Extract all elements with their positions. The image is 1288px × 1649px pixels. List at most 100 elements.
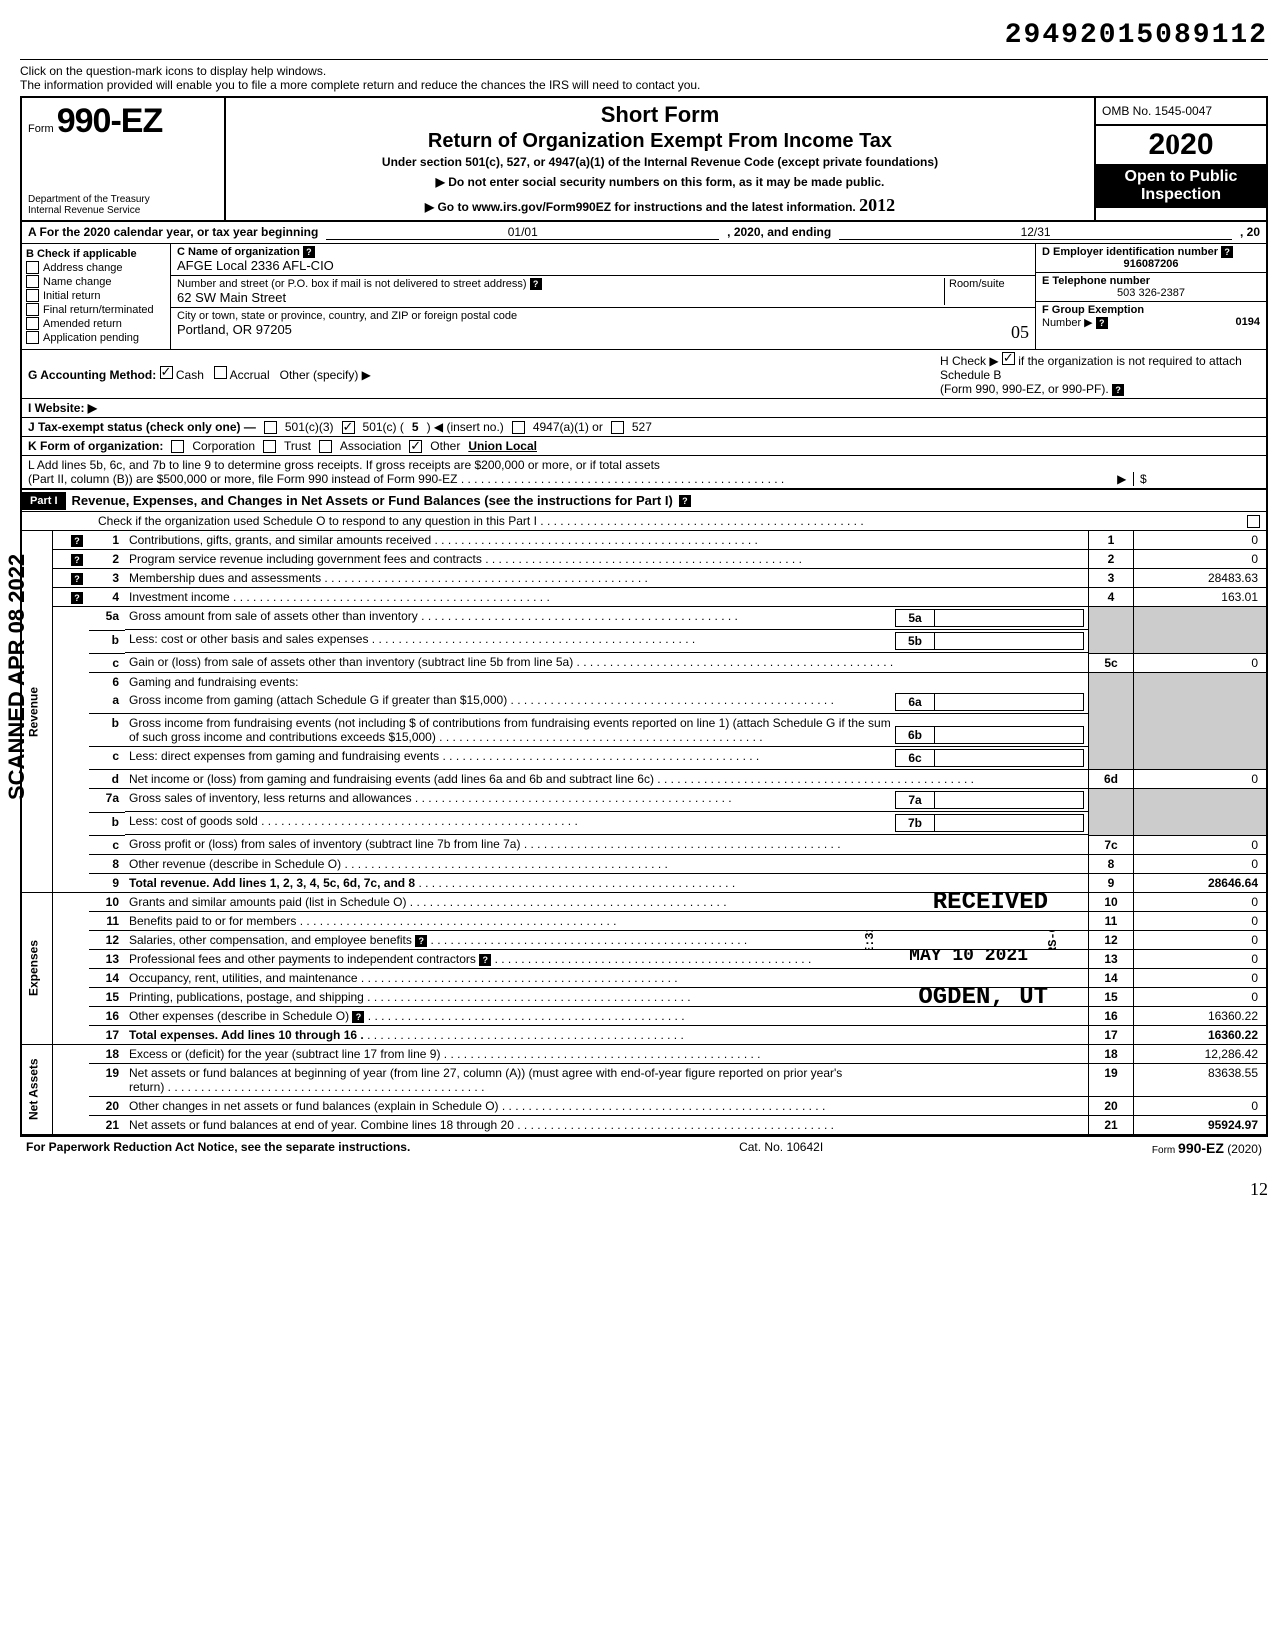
open-public-2: Inspection: [1096, 186, 1266, 204]
received-stamp: RECEIVED: [933, 892, 1048, 911]
return-title: Return of Organization Exempt From Incom…: [234, 130, 1086, 153]
form-prefix: Form: [28, 123, 54, 135]
revenue-label: Revenue: [22, 531, 53, 892]
section-bcdef: B Check if applicable Address change Nam…: [22, 244, 1266, 350]
line-15-amt: 0: [1134, 987, 1267, 1006]
part1-check: Check if the organization used Schedule …: [22, 512, 1266, 531]
line-6d-amt: 0: [1134, 770, 1267, 789]
chk-accrual[interactable]: [214, 366, 227, 379]
help-icon[interactable]: ?: [303, 246, 315, 258]
chk-other[interactable]: [409, 440, 422, 453]
line-3-amt: 28483.63: [1134, 569, 1267, 588]
help-icon[interactable]: ?: [415, 935, 427, 947]
dln-number: 29492015089112: [20, 20, 1268, 51]
help-icon[interactable]: ?: [71, 535, 83, 547]
line-13-amt: 0: [1134, 949, 1267, 968]
form-frame: Form 990-EZ Department of the Treasury I…: [20, 96, 1268, 1137]
handwrite-05: 05: [1011, 322, 1029, 343]
line-14-amt: 0: [1134, 968, 1267, 987]
section-b: B Check if applicable Address change Nam…: [22, 244, 171, 349]
chk-assoc[interactable]: [319, 440, 332, 453]
help-icon[interactable]: ?: [71, 573, 83, 585]
chk-final[interactable]: [26, 303, 39, 316]
chk-527[interactable]: [611, 421, 624, 434]
row-l: L Add lines 5b, 6c, and 7b to line 9 to …: [22, 456, 1266, 490]
line-1-amt: 0: [1134, 531, 1267, 550]
line-7c-amt: 0: [1134, 835, 1267, 854]
line-2-amt: 0: [1134, 550, 1267, 569]
omb-number: OMB No. 1545-0047: [1096, 98, 1266, 126]
chk-pending[interactable]: [26, 331, 39, 344]
line-20-amt: 0: [1134, 1096, 1267, 1115]
line-5c-amt: 0: [1134, 653, 1267, 672]
row-k: K Form of organization: Corporation Trus…: [22, 437, 1266, 456]
chk-trust[interactable]: [263, 440, 276, 453]
arrow-line-1: ▶ Do not enter social security numbers o…: [234, 175, 1086, 189]
help-icon[interactable]: ?: [1112, 384, 1124, 396]
line-9-amt: 28646.64: [1134, 873, 1267, 892]
help-icon[interactable]: ?: [479, 954, 491, 966]
page-number-handwrite: 12: [20, 1179, 1268, 1200]
e328-stamp: E:328: [863, 930, 877, 949]
chk-sched-o[interactable]: [1247, 515, 1260, 528]
chk-corp[interactable]: [171, 440, 184, 453]
netassets-label: Net Assets: [22, 1044, 53, 1134]
irs-osc-stamp: IRS-OSC: [1046, 930, 1060, 949]
org-name: AFGE Local 2336 AFL-CIO: [177, 258, 334, 273]
subtitle: Under section 501(c), 527, or 4947(a)(1)…: [234, 155, 1086, 169]
short-form-title: Short Form: [234, 102, 1086, 128]
line-16-amt: 16360.22: [1134, 1006, 1267, 1025]
chk-4947[interactable]: [512, 421, 525, 434]
line-10-amt: 0: [1134, 892, 1267, 911]
expenses-label: Expenses: [22, 892, 53, 1044]
line-19-amt: 83638.55: [1134, 1063, 1267, 1096]
row-gh: G Accounting Method: Cash Accrual Other …: [22, 350, 1266, 399]
chk-501c3[interactable]: [264, 421, 277, 434]
ein: 916087206: [1042, 258, 1260, 270]
help-icon[interactable]: ?: [679, 495, 691, 507]
city: Portland, OR 97205: [177, 322, 292, 337]
chk-501c[interactable]: [342, 421, 355, 434]
chk-cash[interactable]: [160, 366, 173, 379]
line-18-amt: 12,286.42: [1134, 1044, 1267, 1063]
row-j: J Tax-exempt status (check only one) — 5…: [22, 417, 1266, 437]
line-8-amt: 0: [1134, 854, 1267, 873]
help-icon[interactable]: ?: [71, 554, 83, 566]
section-c: C Name of organization ? AFGE Local 2336…: [171, 244, 1036, 349]
help-icon[interactable]: ?: [530, 278, 542, 290]
chk-amended[interactable]: [26, 317, 39, 330]
arrow-line-2: ▶ Go to www.irs.gov/Form990EZ for instru…: [234, 195, 1086, 216]
form-number: 990-EZ: [57, 102, 163, 140]
lines-table: Revenue ? 1 Contributions, gifts, grants…: [22, 531, 1266, 1135]
help-hint: Click on the question-mark icons to disp…: [20, 59, 1268, 96]
help-icon[interactable]: ?: [352, 1011, 364, 1023]
tax-year: 2020: [1096, 126, 1266, 164]
irs-label: Internal Revenue Service: [28, 205, 218, 216]
help-icon[interactable]: ?: [1221, 246, 1233, 258]
part1-header: Part I Revenue, Expenses, and Changes in…: [22, 490, 1266, 512]
form-header: Form 990-EZ Department of the Treasury I…: [22, 98, 1266, 222]
open-public-1: Open to Public: [1096, 168, 1266, 186]
chk-sched-b[interactable]: [1002, 352, 1015, 365]
dept-label: Department of the Treasury: [28, 194, 218, 205]
help-icon[interactable]: ?: [1096, 317, 1108, 329]
chk-namechange[interactable]: [26, 275, 39, 288]
row-a: A For the 2020 calendar year, or tax yea…: [22, 222, 1266, 244]
line-21-amt: 95924.97: [1134, 1115, 1267, 1134]
chk-address[interactable]: [26, 261, 39, 274]
line-17-amt: 16360.22: [1134, 1025, 1267, 1044]
other-val: Union Local: [468, 439, 537, 453]
phone: 503 326-2387: [1042, 287, 1260, 299]
handwrite-year: 2012: [859, 195, 895, 215]
footer: For Paperwork Reduction Act Notice, see …: [20, 1137, 1268, 1159]
street: 62 SW Main Street: [177, 290, 286, 305]
line-4-amt: 163.01: [1134, 588, 1267, 607]
section-def: D Employer identification number ? 91608…: [1036, 244, 1266, 349]
row-i: I Website: ▶: [22, 399, 1266, 417]
date-stamp: MAY 10 2021: [909, 949, 1028, 966]
chk-initial[interactable]: [26, 289, 39, 302]
group-exemption: 0194: [1236, 316, 1260, 328]
line-12-amt: 0: [1134, 930, 1267, 949]
ogden-stamp: OGDEN, UT: [918, 987, 1048, 1006]
help-icon[interactable]: ?: [71, 592, 83, 604]
